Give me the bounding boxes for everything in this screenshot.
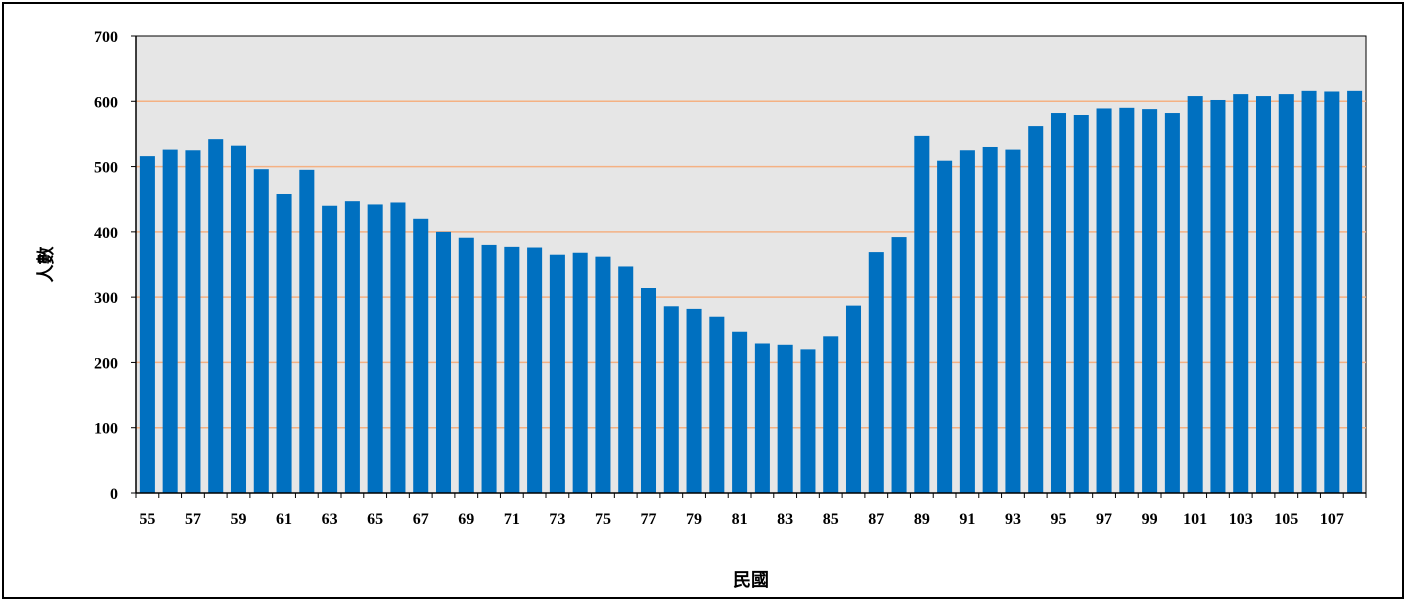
y-tick-label: 600 [94,94,118,111]
bar [1096,108,1112,494]
bar [754,343,770,493]
bar [1187,96,1203,493]
x-tick-label: 57 [185,511,201,528]
x-tick-label: 87 [868,511,884,528]
bar [413,218,429,494]
bar [982,146,998,493]
x-tick-label: 97 [1096,511,1112,528]
bar [458,237,474,493]
y-axis-title: 人數 [36,247,57,283]
bar [549,254,565,493]
x-axis-title: 民國 [733,570,769,591]
x-tick-label: 77 [641,511,657,528]
y-tick-label: 500 [94,160,118,177]
bars [139,90,1363,494]
bar [937,160,953,493]
bar [208,139,224,493]
x-tick-label: 61 [276,511,292,528]
bar [572,252,588,493]
bar [230,145,247,493]
bar [322,205,338,493]
bar [914,135,930,493]
bar [1073,114,1089,493]
bar [1255,96,1272,493]
bar [344,201,360,493]
x-tick-label: 89 [914,511,930,528]
bar [276,193,292,493]
bar [185,150,201,493]
x-tick-label: 93 [1005,511,1021,528]
x-tick-label: 59 [231,511,247,528]
bar [367,204,383,494]
x-tick-label: 81 [732,511,748,528]
x-tick-label: 99 [1142,511,1158,528]
x-axis-ticks: 55 57 59 61 63 65 67 69 71 73 75 77 79 81 83 85 87 89 91 93… [135,493,1367,528]
bar [618,266,634,493]
bar [1233,94,1249,494]
bar [1028,126,1044,493]
y-tick-label: 100 [94,421,118,438]
bar [1301,90,1317,493]
x-tick-label: 79 [686,511,702,528]
x-tick-label: 63 [322,511,338,528]
x-tick-label: 55 [139,511,155,528]
bar [1050,113,1067,493]
y-axis-ticks: 0 100 200 300 400 500 600 700 [94,29,136,503]
bar [959,150,975,493]
bar [1210,99,1226,493]
bar [845,305,862,493]
x-tick-label: 65 [367,511,383,528]
y-tick-label: 0 [110,486,118,503]
bar [1278,94,1294,494]
bar [435,231,452,493]
bar [663,306,679,493]
bar [823,336,839,493]
bar [1164,113,1180,493]
bar [709,316,725,493]
x-tick-label: 105 [1274,511,1298,528]
bar [139,156,155,493]
x-tick-label: 75 [595,511,611,528]
bar [777,344,793,493]
x-tick-label: 101 [1183,511,1207,528]
y-tick-label: 400 [94,225,118,242]
bar [1347,90,1363,493]
x-tick-label: 91 [959,511,975,528]
bar [800,349,816,493]
bar [504,246,520,493]
bar [595,256,611,493]
plot-area [135,35,1367,494]
bar [527,247,543,493]
bar [1324,91,1340,493]
y-tick-label: 200 [94,355,118,372]
y-tick-label: 300 [94,290,118,307]
bar [1005,149,1021,493]
bar [299,169,315,494]
x-tick-label: 107 [1320,511,1344,528]
bar [481,244,497,493]
bar [1119,107,1135,494]
x-tick-label: 71 [504,511,520,528]
bar [868,252,884,493]
x-tick-label: 73 [549,511,565,528]
bar [732,331,748,493]
bar [390,202,406,493]
x-tick-label: 85 [823,511,839,528]
bar [891,237,907,493]
x-tick-label: 95 [1051,511,1067,528]
y-tick-label: 700 [94,29,118,46]
bar [1142,109,1158,494]
x-tick-label: 67 [413,511,429,528]
bar [640,288,657,493]
x-tick-label: 83 [777,511,793,528]
x-tick-label: 103 [1229,511,1253,528]
x-tick-label: 69 [458,511,474,528]
bar [253,169,269,493]
gridlines [136,100,1366,429]
bar [686,308,702,493]
bar [162,149,178,493]
